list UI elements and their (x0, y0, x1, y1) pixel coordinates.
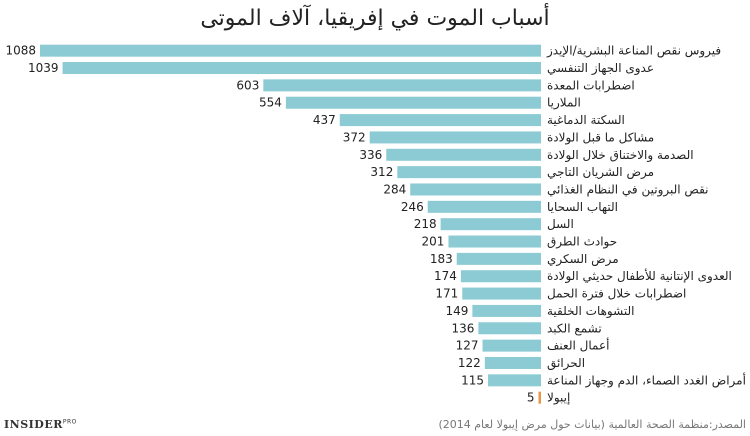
category-label: الملاريا (547, 96, 581, 111)
category-label: فيروس نقص المناعة البشرية/الإيدز (546, 44, 721, 59)
bar (484, 356, 541, 369)
bar-value-label: 554 (259, 96, 282, 110)
bar-value-label: 218 (414, 217, 437, 231)
bar (448, 235, 541, 248)
bar-value-label: 1039 (28, 61, 59, 75)
brand-suffix: PRO (62, 418, 77, 426)
bar (40, 44, 541, 57)
bar (460, 270, 541, 283)
chart-title: أسباب الموت في إفريقيا، آلاف الموتى (200, 6, 550, 31)
bar-value-label: 174 (434, 269, 457, 283)
category-label: أعمال العنف (547, 338, 609, 353)
category-label: اضطرابات خلال فترة الحمل (547, 287, 686, 302)
bar (386, 148, 541, 161)
category-label: التهاب السحايا (547, 200, 618, 214)
bar-value-label: 1088 (5, 44, 36, 58)
category-label: إيبولا (547, 391, 570, 406)
category-label: التشوهات الخلقية (547, 304, 634, 319)
brand-logo: INSIDERPRO (4, 418, 77, 431)
category-label: الحرائق (547, 356, 585, 371)
bar-value-label: 5 (527, 391, 535, 405)
bar-value-label: 603 (236, 78, 259, 92)
bar-value-label: 149 (445, 304, 468, 318)
bar-value-label: 437 (313, 113, 336, 127)
bar (538, 391, 541, 404)
bar-value-label: 312 (370, 165, 393, 179)
category-label: نقص البروتين في النظام الغذائي (547, 182, 709, 197)
bar (410, 183, 541, 196)
source-note: المصدر:منظمة الصحة العالمية (بيانات حول … (438, 418, 746, 431)
bar (488, 374, 541, 387)
bar (263, 79, 541, 92)
bar (369, 131, 541, 144)
bar (62, 62, 542, 75)
bar (482, 339, 541, 352)
bar (397, 166, 541, 179)
bar (339, 114, 541, 127)
bar (462, 287, 541, 300)
category-label: الصدمة والاختناق خلال الولادة (547, 148, 694, 163)
bar-value-label: 136 (451, 321, 474, 335)
bar-value-label: 115 (461, 373, 484, 387)
category-label: اضطرابات المعدة (547, 78, 635, 93)
bar-value-label: 336 (359, 148, 382, 162)
category-label: مرض السكري (547, 252, 619, 267)
category-label: حوادث الطرق (547, 235, 617, 250)
category-label: السكتة الدماغية (547, 113, 625, 127)
bar-value-label: 284 (383, 182, 406, 196)
category-label: عدوى الجهاز التنفسي (547, 61, 654, 76)
bar-value-label: 127 (456, 339, 479, 353)
bar (456, 252, 541, 265)
bar (440, 218, 541, 231)
bar (427, 200, 541, 213)
category-label: العدوى الإنتانية للأطفال حديثي الولادة (547, 268, 732, 284)
bar-value-label: 183 (430, 252, 453, 266)
category-label: تشمع الكبد (547, 321, 602, 335)
category-label: مرض الشريان التاجي (547, 165, 654, 180)
bar-value-label: 201 (422, 235, 445, 249)
category-label: السل (547, 217, 574, 231)
bar-value-label: 171 (435, 287, 458, 301)
bar (285, 96, 541, 109)
brand-name: INSIDER (4, 418, 63, 431)
bar-value-label: 372 (343, 130, 366, 144)
category-label: أمراض الغدد الصماء، الدم وجهاز المناعة (547, 372, 746, 388)
bar-value-label: 122 (458, 356, 481, 370)
bar (472, 304, 541, 317)
category-label: مشاكل ما قبل الولادة (547, 130, 654, 145)
bar (478, 322, 541, 335)
bar-value-label: 246 (401, 200, 424, 214)
